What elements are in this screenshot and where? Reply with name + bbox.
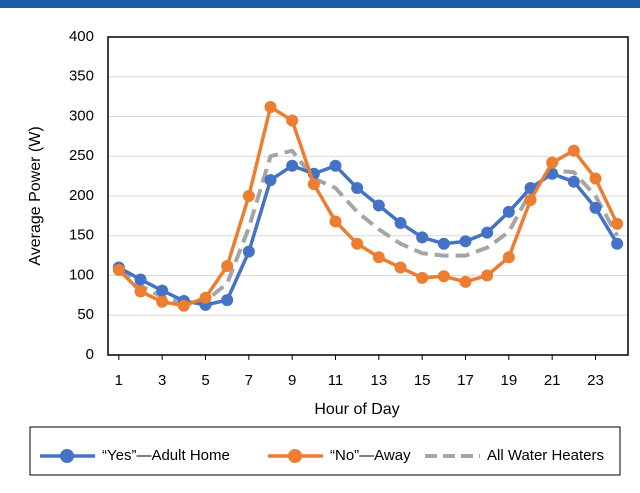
data-point <box>112 263 125 276</box>
y-tick-label: 400 <box>69 28 94 45</box>
x-tick-label: 5 <box>201 372 209 389</box>
data-point <box>611 237 624 250</box>
data-point <box>329 215 342 228</box>
y-tick-label: 200 <box>69 187 94 204</box>
data-point <box>416 271 429 284</box>
y-tick-label: 300 <box>69 107 94 124</box>
data-point <box>307 178 320 191</box>
legend-marker <box>288 449 302 463</box>
x-tick-label: 15 <box>414 372 431 389</box>
x-tick-label: 11 <box>328 372 344 389</box>
data-point <box>459 275 472 288</box>
legend-label: “Yes”—Adult Home <box>102 447 230 464</box>
data-point <box>437 237 450 250</box>
x-tick-label: 3 <box>158 372 166 389</box>
data-point <box>242 190 255 202</box>
data-point <box>567 175 580 188</box>
data-point <box>546 156 559 169</box>
data-point <box>286 159 299 172</box>
data-point <box>156 295 169 308</box>
x-tick-label: 1 <box>115 372 123 389</box>
legend-label: “No”—Away <box>330 447 411 464</box>
data-point <box>264 174 277 187</box>
data-point <box>242 245 255 258</box>
data-point <box>524 182 537 195</box>
data-point <box>264 100 277 113</box>
x-tick-label: 7 <box>245 372 253 389</box>
x-tick-label: 23 <box>587 372 604 389</box>
data-point <box>329 159 342 172</box>
data-point <box>394 261 407 274</box>
y-axis-label: Average Power (W) <box>27 126 44 265</box>
x-tick-label: 19 <box>500 372 517 389</box>
data-point <box>199 291 212 304</box>
y-tick-label: 100 <box>69 266 94 283</box>
data-point <box>372 199 385 212</box>
legend-label: All Water Heaters <box>487 447 604 464</box>
data-point <box>481 269 494 282</box>
data-point <box>351 182 364 195</box>
data-point <box>372 251 385 264</box>
y-tick-label: 350 <box>69 68 94 85</box>
top-bar <box>0 0 640 8</box>
data-point <box>394 217 407 230</box>
data-point <box>351 237 364 250</box>
data-point <box>589 201 602 214</box>
legend-marker <box>60 449 74 463</box>
data-point <box>437 270 450 283</box>
data-point <box>286 114 299 127</box>
data-point <box>134 285 147 298</box>
data-point <box>481 226 494 239</box>
data-point <box>221 259 234 272</box>
y-tick-label: 0 <box>86 346 94 363</box>
data-point <box>221 294 234 307</box>
x-axis-label: Hour of Day <box>314 401 399 418</box>
data-point <box>416 231 429 244</box>
y-tick-label: 250 <box>69 147 94 164</box>
x-tick-label: 13 <box>370 372 387 389</box>
data-point <box>611 217 624 230</box>
y-tick-label: 150 <box>69 227 94 244</box>
data-point <box>177 299 190 312</box>
data-point <box>502 251 515 264</box>
data-point <box>502 205 515 218</box>
x-tick-label: 21 <box>544 372 561 389</box>
data-point <box>589 172 602 185</box>
series-line <box>117 148 619 306</box>
data-point <box>156 284 169 297</box>
legend-box <box>29 426 621 476</box>
data-point <box>134 273 147 286</box>
data-point <box>524 193 537 206</box>
x-tick-label: 17 <box>457 372 474 389</box>
data-point <box>567 144 580 157</box>
plot-frame <box>107 36 629 356</box>
data-point <box>459 235 472 248</box>
x-tick-label: 9 <box>288 372 296 389</box>
y-tick-label: 50 <box>77 306 94 323</box>
